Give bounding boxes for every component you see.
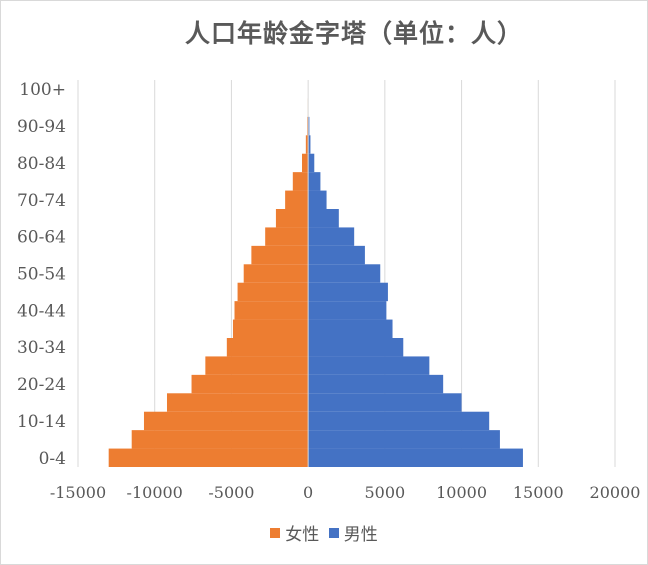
legend-item-male: 男性 [328,520,378,545]
bar-male-45-49 [308,282,388,302]
bar-male-65-69 [308,209,339,228]
bar-male-60-64 [308,227,355,246]
bar-female-50-54 [243,264,309,283]
bar-male-50-54 [308,264,381,283]
bar-female-25-29 [205,356,309,375]
x-tick-label: 20000 [590,483,641,502]
bar-male-10-14 [308,411,490,431]
legend-label-male: 男性 [343,525,378,545]
bar-female-45-49 [237,282,309,302]
y-tick-label: 100+ [19,80,66,100]
bar-female-65-69 [275,209,309,228]
bar-female-30-34 [226,338,309,357]
legend-item-female: 女性 [270,520,319,545]
bar-female-5-9 [131,430,309,449]
y-tick-label: 50-54 [17,265,66,285]
bar-female-70-74 [285,190,309,209]
legend: 女性 男性 [0,520,648,545]
bar-male-25-29 [308,356,430,375]
y-tick-label: 40-44 [17,301,66,321]
chart-title: 人口年龄金字塔（单位：人） [184,19,523,48]
bar-female-80-84 [302,153,309,173]
bar-male-15-19 [308,393,462,412]
bar-female-0-4 [108,448,309,467]
y-tick-label: 0-4 [39,449,66,469]
bar-male-90-94 [308,116,310,136]
legend-swatch-female [270,527,281,538]
y-tick-label: 30-34 [17,338,66,358]
y-tick-label: 10-14 [17,412,66,432]
bar-female-85-89 [305,135,309,154]
bar-female-55-59 [251,245,309,265]
x-tick-label: 5000 [364,483,405,502]
bar-male-40-44 [308,301,387,320]
bar-male-55-59 [308,245,365,265]
bar-male-30-34 [308,338,404,357]
bar-male-85-89 [308,135,311,154]
bar-female-10-14 [143,411,309,431]
bar-male-70-74 [308,190,327,209]
bar-male-35-39 [308,319,393,338]
bar-female-35-39 [232,319,309,338]
bar-female-20-24 [191,374,309,394]
y-tick-label: 60-64 [17,228,66,248]
y-tick-label: 90-94 [17,117,66,137]
bar-female-75-79 [292,172,309,191]
x-tick-label: -5000 [208,483,254,502]
bar-female-40-44 [234,301,309,320]
bar-male-5-9 [308,430,500,449]
x-tick-label: 0 [303,483,313,502]
y-tick-label: 80-84 [17,154,66,174]
legend-label-female: 女性 [285,525,320,545]
y-tick-label: 20-24 [17,375,66,395]
y-tick-label: 70-74 [17,191,66,211]
bar-male-75-79 [308,172,321,191]
bar-male-80-84 [308,153,315,173]
x-tick-label: 15000 [513,483,564,502]
bar-male-20-24 [308,374,444,394]
bar-female-15-19 [166,393,309,412]
x-tick-label: -15000 [50,483,106,502]
bar-female-60-64 [265,227,309,246]
bar-male-0-4 [308,448,523,467]
x-tick-label: -10000 [127,483,183,502]
legend-swatch-male [328,527,339,538]
x-tick-label: 10000 [436,483,487,502]
